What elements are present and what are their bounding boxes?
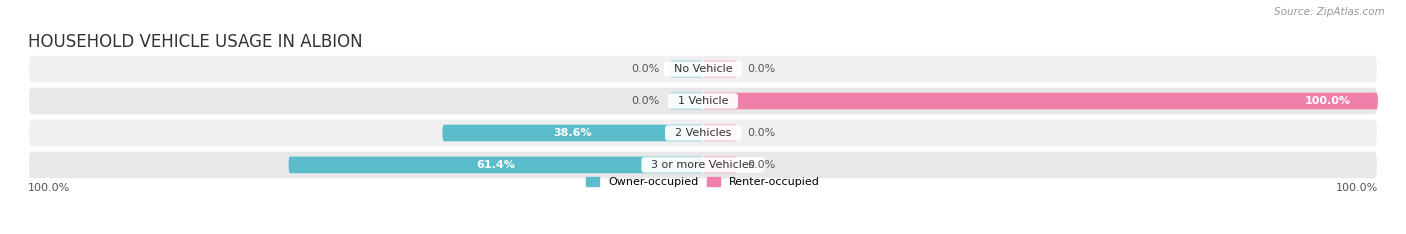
- Text: Source: ZipAtlas.com: Source: ZipAtlas.com: [1274, 7, 1385, 17]
- Legend: Owner-occupied, Renter-occupied: Owner-occupied, Renter-occupied: [586, 177, 820, 187]
- Text: 0.0%: 0.0%: [631, 64, 659, 74]
- FancyBboxPatch shape: [703, 61, 737, 77]
- Text: 100.0%: 100.0%: [1305, 96, 1351, 106]
- FancyBboxPatch shape: [703, 93, 1378, 109]
- FancyBboxPatch shape: [288, 157, 703, 173]
- Text: 0.0%: 0.0%: [747, 64, 775, 74]
- Text: 0.0%: 0.0%: [747, 128, 775, 138]
- Text: HOUSEHOLD VEHICLE USAGE IN ALBION: HOUSEHOLD VEHICLE USAGE IN ALBION: [28, 33, 363, 51]
- Text: 0.0%: 0.0%: [747, 160, 775, 170]
- FancyBboxPatch shape: [669, 61, 703, 77]
- Text: 1 Vehicle: 1 Vehicle: [671, 96, 735, 106]
- Text: 0.0%: 0.0%: [631, 96, 659, 106]
- Text: 3 or more Vehicles: 3 or more Vehicles: [644, 160, 762, 170]
- FancyBboxPatch shape: [28, 87, 1378, 115]
- Text: 100.0%: 100.0%: [1336, 183, 1378, 193]
- Text: 38.6%: 38.6%: [554, 128, 592, 138]
- Text: No Vehicle: No Vehicle: [666, 64, 740, 74]
- FancyBboxPatch shape: [703, 125, 737, 141]
- FancyBboxPatch shape: [669, 93, 703, 109]
- FancyBboxPatch shape: [28, 119, 1378, 147]
- Text: 61.4%: 61.4%: [477, 160, 515, 170]
- FancyBboxPatch shape: [443, 125, 703, 141]
- Text: 2 Vehicles: 2 Vehicles: [668, 128, 738, 138]
- FancyBboxPatch shape: [28, 55, 1378, 84]
- FancyBboxPatch shape: [28, 150, 1378, 179]
- Text: 100.0%: 100.0%: [28, 183, 70, 193]
- FancyBboxPatch shape: [703, 157, 737, 173]
